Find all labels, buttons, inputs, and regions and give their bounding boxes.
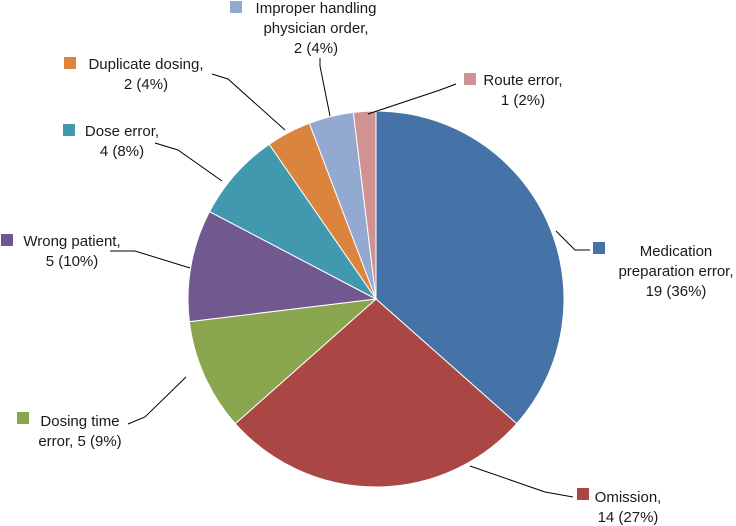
data-label-dose-error: Dose error, 4 (8%) [85, 123, 159, 160]
data-label-route-error: Route error, 1 (2%) [483, 72, 562, 109]
pie-slice-medication-preparation-error [375, 110, 565, 425]
leader-line-route-error [367, 83, 457, 115]
label-marker-omission [577, 488, 589, 500]
data-label-wrong-patient: Wrong patient, 5 (10%) [23, 233, 120, 270]
data-label-line: Route error, [483, 72, 562, 89]
data-label-dosing-time-error: Dosing time error, 5 (9%) [38, 413, 121, 450]
data-label-medication-preparation-error: Medication preparation error, 19 (36%) [618, 243, 733, 300]
label-marker-dose-error [63, 124, 75, 136]
data-label-line: 14 (27%) [598, 509, 659, 526]
leader-line-wrong-patient [110, 250, 191, 269]
leader-line-duplicate-dosing [211, 73, 286, 131]
label-marker-dosing-time-error [17, 412, 29, 424]
leader-line-dose-error [154, 142, 223, 182]
data-label-line: Omission, [595, 489, 662, 506]
data-label-line: preparation error, [618, 263, 733, 280]
data-label-line: Wrong patient, [23, 233, 120, 250]
data-label-line: 19 (36%) [646, 283, 707, 300]
leader-line-improper-handling-physician-order [319, 58, 331, 117]
leader-line-medication-preparation-error [555, 230, 590, 251]
data-label-line: 2 (4%) [294, 40, 338, 57]
label-marker-wrong-patient [1, 234, 13, 246]
data-label-line: 2 (4%) [124, 76, 168, 93]
label-marker-medication-preparation-error [593, 242, 605, 254]
data-label-duplicate-dosing: Duplicate dosing, 2 (4%) [88, 56, 203, 93]
pie-slice-omission [234, 298, 518, 488]
pie-slice-dosing-time-error [188, 298, 378, 425]
label-marker-improper-handling-physician-order [230, 1, 242, 13]
data-label-line: Dose error, [85, 123, 159, 140]
data-label-line: error, 5 (9%) [38, 433, 121, 450]
data-label-omission: Omission, 14 (27%) [595, 489, 662, 526]
data-label-improper-handling-physician-order: Improper handling physician order, 2 (4%) [256, 0, 377, 57]
leader-line-dosing-time-error [127, 376, 187, 425]
leader-line-omission [469, 465, 574, 498]
data-label-line: Improper handling [256, 0, 377, 17]
label-marker-route-error [464, 73, 476, 85]
data-label-line: 1 (2%) [501, 92, 545, 109]
data-label-line: 4 (8%) [100, 143, 144, 160]
data-label-line: physician order, [263, 20, 368, 37]
data-label-line: Medication [640, 243, 713, 260]
data-label-line: Dosing time [40, 413, 119, 430]
slices-layer [187, 110, 565, 488]
leader-lines-layer [110, 58, 590, 498]
label-marker-duplicate-dosing [64, 57, 76, 69]
data-label-line: Duplicate dosing, [88, 56, 203, 73]
pie-slice-wrong-patient [187, 210, 378, 323]
data-label-line: 5 (10%) [46, 253, 99, 270]
